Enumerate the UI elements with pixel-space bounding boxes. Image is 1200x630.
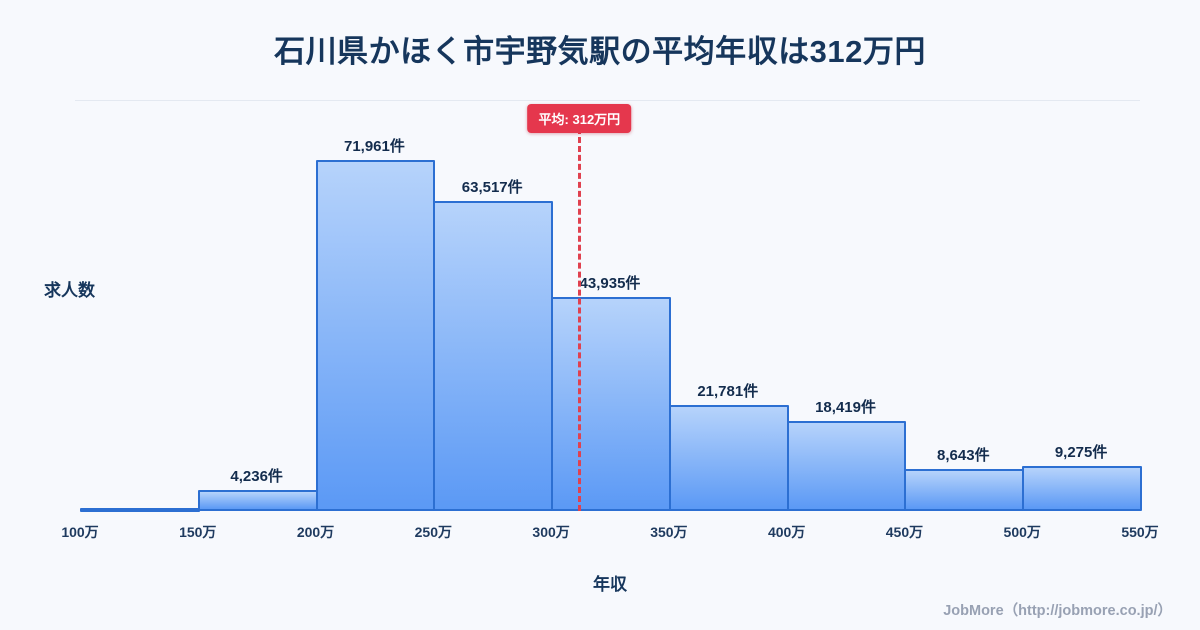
- x-tick-label: 150万: [179, 524, 217, 540]
- average-badge: 平均: 312万円: [527, 104, 632, 133]
- bar-value-label: 21,781件: [697, 383, 759, 400]
- histogram-bar: [551, 297, 671, 511]
- y-axis-label: 求人数: [44, 281, 95, 300]
- x-tick-label: 300万: [532, 524, 570, 540]
- x-tick-label: 200万: [296, 524, 335, 540]
- top-gridline: [75, 100, 1140, 101]
- bar-value-label: 4,236件: [230, 468, 283, 485]
- x-tick-label: 450万: [885, 524, 924, 540]
- bar-value-label: 18,419件: [815, 399, 876, 416]
- histogram-bar: [315, 160, 436, 511]
- bar-value-label: 8,643件: [937, 447, 990, 464]
- footer-credit: JobMore（http://jobmore.co.jp/）: [943, 603, 1172, 619]
- bar-value-label: 63,517件: [461, 179, 523, 196]
- x-tick-label: 500万: [1003, 524, 1041, 540]
- histogram-bar: [197, 490, 318, 511]
- bar-value-label: 43,935件: [579, 275, 641, 292]
- page-title: 石川県かほく市宇野気駅の平均年収は312万円: [274, 34, 926, 69]
- histogram-bar: [1022, 466, 1142, 511]
- x-tick-label: 250万: [414, 524, 452, 540]
- x-tick-label: 350万: [650, 524, 688, 540]
- x-tick-label: 550万: [1121, 524, 1159, 540]
- histogram-bar: [786, 421, 907, 511]
- x-tick-label: 400万: [767, 524, 806, 540]
- bar-value-label: 71,961件: [343, 138, 405, 155]
- x-tick-label: 100万: [61, 524, 99, 540]
- bar-value-label: 9,275件: [1054, 444, 1108, 461]
- x-axis-label: 年収: [593, 575, 627, 594]
- histogram-bar: [80, 508, 200, 512]
- histogram-bar: [433, 201, 554, 511]
- histogram-bar: [904, 469, 1025, 511]
- histogram-bar: [668, 405, 789, 511]
- average-line: [577, 128, 581, 511]
